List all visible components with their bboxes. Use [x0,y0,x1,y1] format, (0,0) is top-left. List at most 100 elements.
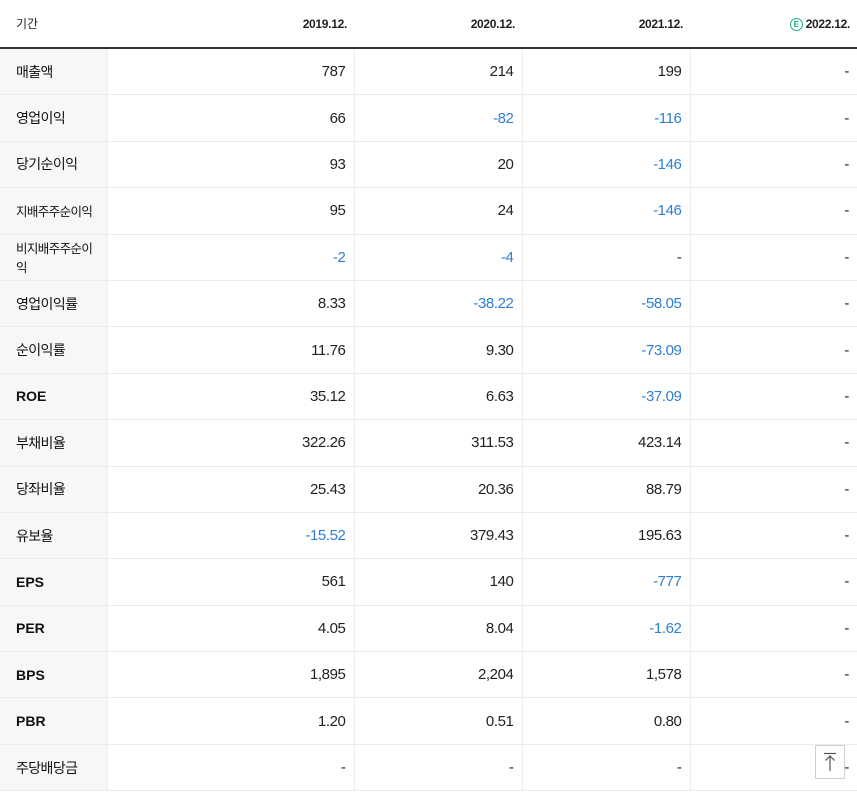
value-cell-2021: -116 [521,94,690,142]
row-label: BPS [0,651,107,699]
table-row: PBR 1.20 0.51 0.80- [0,697,857,745]
value-cell-2022: - [689,187,857,235]
table-row: 부채비율 322.26 311.53 423.14- [0,419,857,467]
value-cell-2022: - [689,279,857,328]
row-label: PER [0,605,107,653]
value-cell-2019: 93 [106,141,354,189]
value-cell-2020: -4 [353,234,522,281]
period-header-2022: E 2022.12. [690,0,857,49]
value-cell-2020: 20.36 [353,466,522,513]
value-cell-2021: -777 [521,558,690,606]
value-cell-2022: - [689,326,857,374]
value-cell-2020: - [353,743,522,792]
value-cell-2021: - [521,234,690,281]
scroll-to-top-button[interactable] [815,745,845,779]
value-cell-2021: 195.63 [521,512,690,560]
value-cell-2019: -2 [106,234,354,281]
value-cell-2022: - [689,94,857,142]
value-cell-2019: 8.33 [106,279,354,328]
row-label: ROE [0,373,107,421]
value-cell-2019: 95 [106,187,354,235]
table-row: 당기순이익 93 20 -146- [0,141,857,189]
value-cell-2021: 0.80 [521,697,690,745]
value-cell-2019: 1,895 [106,651,354,699]
value-cell-2021: 88.79 [521,466,690,513]
period-header-2022-label: 2022.12. [805,16,851,31]
value-cell-2022: - [689,697,857,745]
value-cell-2022: - [689,466,857,513]
value-cell-2022: - [689,512,857,560]
value-cell-2021: 1,578 [521,651,690,699]
value-cell-2019: 11.76 [106,326,354,374]
estimate-icon: E [789,17,803,31]
value-cell-2019: - [106,743,354,792]
value-cell-2020: 6.63 [353,373,522,421]
value-cell-2021: -37.09 [521,373,690,421]
table-row: EPS 561 140 -777- [0,558,857,606]
row-label: 부채비율 [0,419,107,467]
row-label: 비지배주주순이익 [0,234,107,281]
value-cell-2020: 8.04 [353,605,522,653]
value-cell-2020: 2,204 [353,651,522,699]
value-cell-2022: - [689,141,857,189]
value-cell-2019: 787 [106,48,354,96]
value-cell-2022: - [689,558,857,606]
value-cell-2020: 311.53 [353,419,522,467]
value-cell-2019: 25.43 [106,466,354,513]
value-cell-2022: - [689,605,857,653]
value-cell-2021: -58.05 [521,279,690,328]
value-cell-2021: -146 [521,141,690,189]
value-cell-2021: -146 [521,187,690,235]
value-cell-2022: - [689,48,857,96]
row-label: 매출액 [0,48,107,96]
period-header-2021: 2021.12. [522,0,690,49]
period-header-2020: 2020.12. [354,0,522,49]
table-row: 지배주주순이익 95 24 -146- [0,187,857,235]
row-label: 영업이익률 [0,279,107,328]
value-cell-2022: - [689,373,857,421]
value-cell-2020: -82 [353,94,522,142]
table-header-row: 기간 2019.12. 2020.12. 2021.12. E 2022.12. [0,0,857,49]
table-row: 주당배당금 - - - - [0,743,857,792]
period-header-label: 기간 [0,0,107,49]
table-row: 매출액 787 214 199- [0,48,857,96]
table-row: ROE 35.12 6.63 -37.09- [0,373,857,421]
value-cell-2019: 322.26 [106,419,354,467]
row-label: 당기순이익 [0,141,107,189]
row-label: EPS [0,558,107,606]
value-cell-2019: 35.12 [106,373,354,421]
table-row: 비지배주주순이익 -2 -4- - [0,234,857,281]
value-cell-2022: - [689,234,857,281]
table-row: 유보율 -15.52 379.43 195.63- [0,512,857,560]
value-cell-2021: -73.09 [521,326,690,374]
value-cell-2020: 24 [353,187,522,235]
row-label: 유보율 [0,512,107,560]
row-label: 당좌비율 [0,466,107,513]
value-cell-2020: 9.30 [353,326,522,374]
value-cell-2019: 1.20 [106,697,354,745]
value-cell-2021: -1.62 [521,605,690,653]
row-label: 주당배당금 [0,743,107,792]
value-cell-2021: 423.14 [521,419,690,467]
value-cell-2019: 4.05 [106,605,354,653]
value-cell-2022: - [689,419,857,467]
value-cell-2020: 20 [353,141,522,189]
value-cell-2020: -38.22 [353,279,522,328]
value-cell-2021: - [521,743,690,792]
table-row: 순이익률 11.76 9.30 -73.09- [0,326,857,374]
table-row: PER 4.05 8.04 -1.62- [0,605,857,653]
value-cell-2020: 214 [353,48,522,96]
arrow-up-icon [824,752,836,771]
value-cell-2019: 561 [106,558,354,606]
row-label: 순이익률 [0,326,107,374]
value-cell-2019: 66 [106,94,354,142]
table-row: 영업이익 66 -82 -116- [0,94,857,142]
row-label: 영업이익 [0,94,107,142]
value-cell-2021: 199 [521,48,690,96]
value-cell-2022: - [689,651,857,699]
value-cell-2020: 379.43 [353,512,522,560]
table-row: 당좌비율 25.43 20.36 88.79- [0,466,857,513]
table-row: BPS 1,895 2,204 1,578- [0,651,857,699]
row-label: 지배주주순이익 [0,187,107,235]
